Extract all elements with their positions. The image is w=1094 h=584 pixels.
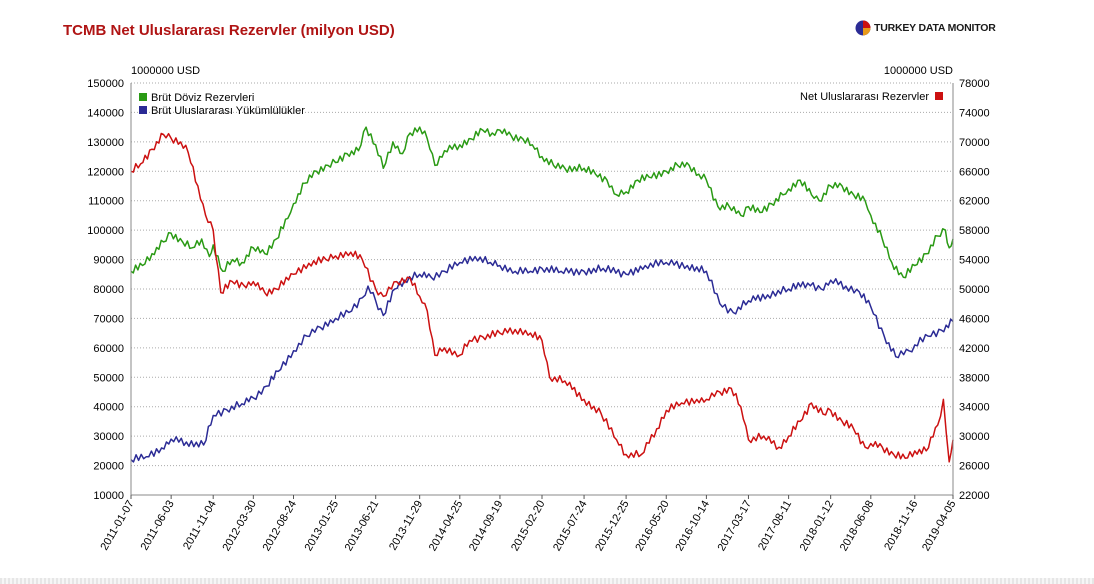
x-tick-label: 2016-05-20: [633, 499, 672, 554]
x-tick-label: 2013-06-21: [343, 499, 382, 554]
x-tick-label: 2016-10-14: [673, 499, 712, 554]
right-tick-label: 38000: [959, 372, 990, 384]
x-tick-label: 2017-08-11: [756, 499, 794, 553]
series-lines: [130, 126, 954, 463]
legend-swatch: [139, 106, 147, 114]
right-tick-label: 70000: [959, 137, 990, 149]
left-tick-label: 110000: [88, 196, 124, 208]
left-tick-label: 60000: [93, 343, 124, 355]
left-axis-unit: 1000000 USD: [131, 65, 200, 77]
right-tick-label: 78000: [959, 78, 990, 90]
brand-name: TURKEY DATA MONITOR: [874, 22, 996, 34]
left-tick-label: 150000: [87, 78, 124, 90]
x-tick-label: 2015-07-24: [551, 499, 590, 554]
legend-swatch: [139, 93, 147, 101]
x-tick-label: 2012-08-24: [261, 499, 300, 554]
right-tick-label: 50000: [959, 284, 990, 296]
series-line: [130, 132, 954, 463]
left-tick-label: 130000: [87, 137, 124, 149]
brand-logo: TURKEY DATA MONITOR: [855, 20, 996, 36]
x-tick-label: 2018-11-16: [882, 499, 920, 553]
right-tick-label: 58000: [959, 225, 990, 237]
left-tick-label: 70000: [93, 313, 124, 325]
left-tick-label: 50000: [93, 372, 124, 384]
x-tick-label: 2011-01-07: [98, 499, 136, 553]
x-tick-label: 2017-03-17: [716, 499, 755, 554]
x-tick-label: 2011-11-04: [181, 499, 219, 552]
left-axis-ticks: 10000 20000 30000 40000 50000 60000 70000 80000…: [87, 78, 124, 502]
legend-swatch: [935, 92, 943, 100]
gridlines: [131, 82, 953, 496]
legend-label: Brüt Uluslararası Yükümlülükler: [151, 105, 305, 117]
left-tick-label: 120000: [87, 166, 124, 178]
pie-logo-icon: [855, 20, 871, 36]
legend-label: Net Uluslararası Rezervler: [800, 91, 929, 103]
x-axis-ticks: 2011-01-07 2011-06-03 2011-11-04 2012-03-30…: [98, 495, 959, 554]
right-tick-label: 54000: [959, 255, 990, 267]
left-tick-label: 100000: [87, 225, 124, 237]
right-tick-label: 62000: [959, 196, 990, 208]
right-tick-label: 30000: [959, 431, 990, 443]
x-tick-label: 2014-09-19: [467, 499, 506, 554]
x-tick-label: 2018-01-12: [798, 499, 837, 554]
right-axis-ticks: 22000 26000 30000 34000 38000 42000 46000 50000…: [959, 78, 990, 502]
chart-title: TCMB Net Uluslararası Rezervler (milyon …: [63, 22, 395, 39]
x-tick-label: 2013-11-29: [387, 499, 425, 553]
x-tick-label: 2015-12-25: [593, 499, 632, 554]
series-line: [130, 126, 954, 279]
right-tick-label: 46000: [959, 313, 990, 325]
left-tick-label: 10000: [93, 490, 124, 502]
right-tick-label: 26000: [959, 461, 990, 473]
left-tick-label: 30000: [93, 431, 124, 443]
left-tick-label: 40000: [93, 402, 124, 414]
x-tick-label: 2014-04-25: [427, 499, 466, 554]
legend-label: Brüt Döviz Rezervleri: [151, 92, 254, 104]
x-tick-label: 2018-06-08: [838, 499, 877, 554]
right-tick-label: 34000: [959, 402, 990, 414]
left-tick-label: 80000: [93, 284, 124, 296]
x-tick-label: 2019-04-05: [920, 499, 959, 554]
series-line: [130, 255, 954, 463]
x-tick-label: 2011-06-03: [139, 499, 177, 553]
left-tick-label: 20000: [93, 461, 124, 473]
x-tick-label: 2013-01-25: [303, 499, 342, 554]
right-tick-label: 66000: [959, 166, 990, 178]
right-tick-label: 22000: [959, 490, 990, 502]
x-tick-label: 2012-03-30: [220, 499, 259, 554]
right-tick-label: 74000: [959, 107, 990, 119]
left-tick-label: 140000: [87, 107, 124, 119]
footer-bar: [0, 578, 1094, 584]
x-tick-label: 2015-02-20: [509, 499, 548, 554]
right-axis-unit: 1000000 USD: [884, 65, 953, 77]
right-tick-label: 42000: [959, 343, 990, 355]
left-tick-label: 90000: [93, 255, 124, 267]
